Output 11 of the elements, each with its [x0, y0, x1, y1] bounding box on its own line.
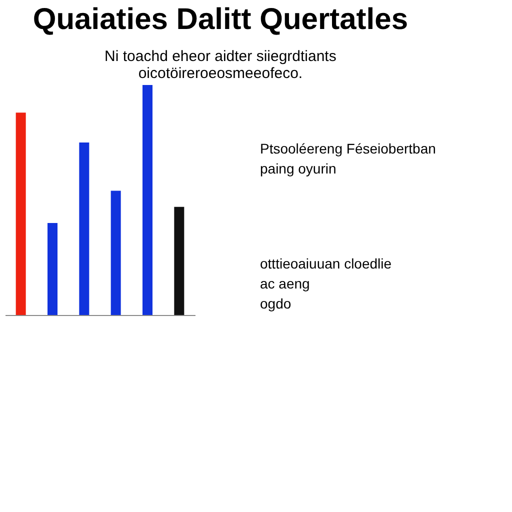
bar [16, 112, 26, 315]
bar [142, 85, 152, 315]
bar [79, 142, 90, 315]
bar [174, 206, 184, 315]
text: Ptsooléereng Féseiobertban paing oyurin [260, 140, 436, 176]
text: otttieoaiuuan cloedlie ac aeng ogdo [260, 256, 392, 312]
chart-title: Quaiaties Dalitt Quertatles [32, 3, 408, 36]
bar [110, 190, 121, 315]
text: Ni toachd eheor aidter siiegrdtiants [104, 48, 336, 65]
text: oicotöireroeosmeeofeco. [138, 65, 303, 82]
bar [48, 223, 58, 315]
